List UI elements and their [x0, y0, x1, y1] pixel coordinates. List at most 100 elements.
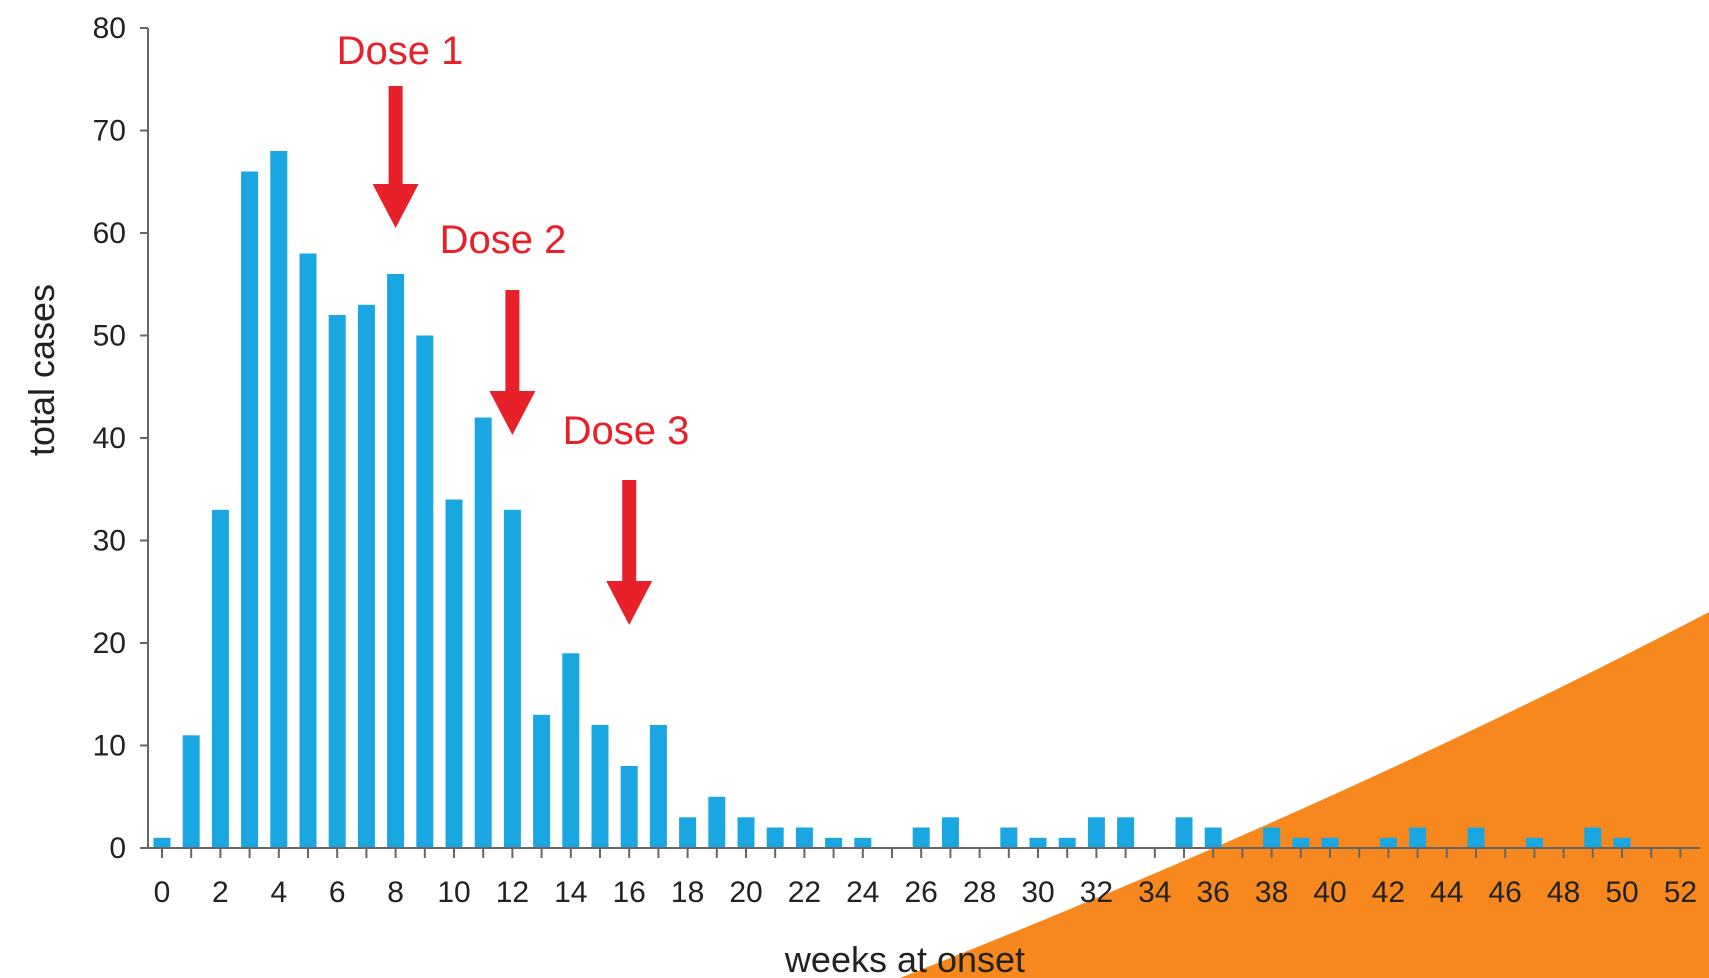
x-tick-label: 44: [1430, 876, 1463, 909]
dose-annotations: Dose 1 Dose 2 Dose 3: [337, 29, 690, 625]
bar: [1525, 837, 1543, 849]
arrow-head: [606, 581, 653, 625]
bar: [211, 509, 229, 849]
bar: [1175, 817, 1193, 849]
x-tick-label: 32: [1080, 876, 1113, 909]
y-tick-label: 10: [93, 730, 126, 763]
x-tick-label: 0: [154, 876, 171, 909]
y-tick-labels: 0 10 20 30 40 50 60 70 80: [93, 12, 126, 865]
x-tick-label: 34: [1138, 876, 1171, 909]
x-tick-label: 48: [1547, 876, 1580, 909]
bar: [182, 735, 200, 849]
bar: [620, 766, 638, 848]
x-tick-label: 36: [1197, 876, 1230, 909]
y-tick-label: 70: [93, 115, 126, 148]
bar: [270, 151, 288, 848]
arrow-head: [489, 391, 536, 435]
bar: [1029, 837, 1047, 849]
y-tick-label: 60: [93, 217, 126, 250]
x-tick-label: 42: [1372, 876, 1405, 909]
y-axis-title: total cases: [21, 284, 62, 456]
dose-annotation: Dose 3: [563, 409, 690, 625]
bar: [825, 837, 843, 849]
y-tick-label: 0: [109, 832, 126, 865]
bar: [1000, 827, 1018, 848]
arrow-shaft: [505, 290, 520, 393]
x-tick-label: 40: [1313, 876, 1346, 909]
x-tick-label: 16: [613, 876, 646, 909]
bar: [1204, 827, 1222, 848]
x-tick-label: 46: [1489, 876, 1522, 909]
x-tick-label: 28: [963, 876, 996, 909]
x-tick-label: 10: [437, 876, 470, 909]
bar: [299, 253, 317, 848]
bar: [416, 335, 434, 848]
y-tick-label: 50: [93, 320, 126, 353]
bar: [708, 796, 726, 849]
x-tick-label: 52: [1664, 876, 1697, 909]
bar: [328, 315, 346, 848]
arrow-shaft: [388, 86, 403, 186]
bar: [737, 817, 755, 849]
bar: [941, 817, 959, 849]
bar: [1321, 837, 1339, 849]
bar: [241, 171, 259, 848]
bar: [1292, 837, 1310, 849]
bar: [1613, 837, 1631, 849]
bar: [795, 827, 813, 848]
bars: [153, 151, 1631, 849]
bar: [1087, 817, 1105, 849]
y-tick-label: 30: [93, 525, 126, 558]
bar: [1117, 817, 1135, 849]
bar: [1584, 827, 1602, 848]
bar: [679, 817, 697, 849]
bar: [1409, 827, 1427, 848]
x-tick-label: 18: [671, 876, 704, 909]
bar: [533, 714, 551, 849]
dose-annotation: Dose 1: [337, 29, 464, 228]
x-tick-label: 26: [905, 876, 938, 909]
x-tick-labels: 0 2 4 6 8 10 12 14 16 18 20 22 24 26 28 30 32 34 36 38 40 42 4…: [154, 876, 1697, 909]
y-tick-label: 40: [93, 422, 126, 455]
axes: [140, 27, 1700, 858]
bar: [1379, 837, 1397, 849]
bar: [445, 499, 463, 848]
x-tick-label: 20: [729, 876, 762, 909]
x-tick-label: 4: [270, 876, 287, 909]
x-tick-label: 2: [212, 876, 229, 909]
dose-label: Dose 1: [337, 29, 464, 73]
bar: [503, 509, 521, 849]
bar: [562, 653, 580, 849]
bar: [649, 725, 667, 848]
dose-label: Dose 3: [563, 409, 690, 453]
x-tick-label: 14: [554, 876, 587, 909]
x-tick-label: 24: [846, 876, 879, 909]
bar: [387, 274, 405, 848]
x-tick-label: 38: [1255, 876, 1288, 909]
bar: [1263, 827, 1281, 848]
x-tick-label: 50: [1605, 876, 1638, 909]
bar: [474, 417, 492, 848]
x-tick-label: 30: [1021, 876, 1054, 909]
bar: [591, 725, 609, 848]
x-tick-label: 8: [387, 876, 404, 909]
x-axis-title: weeks at onset: [784, 939, 1025, 978]
bar: [153, 837, 171, 849]
arrow-head: [372, 184, 419, 228]
bar: [912, 827, 930, 848]
bar: [1467, 827, 1485, 848]
bar: [357, 304, 375, 849]
y-tick-label: 80: [93, 12, 126, 45]
orange-decoration: [900, 612, 1709, 978]
x-tick-label: 6: [329, 876, 346, 909]
y-tick-label: 20: [93, 627, 126, 660]
x-tick-label: 22: [788, 876, 821, 909]
arrow-shaft: [622, 480, 637, 583]
bar: [1058, 837, 1076, 849]
dose-label: Dose 2: [440, 218, 567, 262]
dose-annotation: Dose 2: [440, 218, 567, 435]
bar: [854, 837, 872, 849]
x-tick-label: 12: [496, 876, 529, 909]
bar: [766, 827, 784, 848]
